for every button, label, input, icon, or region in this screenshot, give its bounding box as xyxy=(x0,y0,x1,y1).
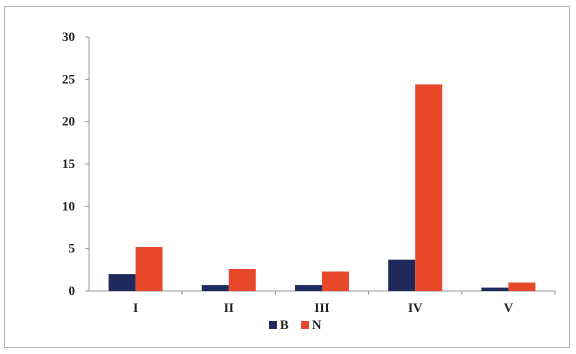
y-tick-label: 5 xyxy=(69,241,76,256)
y-tick-label: 0 xyxy=(69,283,76,298)
y-tick-label: 10 xyxy=(62,198,75,213)
x-tick-label: II xyxy=(224,300,234,315)
y-tick-label: 25 xyxy=(62,71,76,86)
x-axis-ticks: I II III IV V xyxy=(133,291,556,315)
bar-b-i xyxy=(108,274,136,291)
bar-n-iv xyxy=(415,84,443,291)
bar-b-ii xyxy=(201,285,229,291)
y-axis-ticks: 0 5 10 15 20 25 30 xyxy=(62,29,89,298)
bar-b-iii xyxy=(295,285,322,291)
legend-label-b: B xyxy=(280,317,289,332)
bar-b-v xyxy=(481,287,509,291)
legend-label-n: N xyxy=(312,317,322,332)
legend-swatch-n xyxy=(301,321,309,329)
y-tick-label: 15 xyxy=(62,156,76,171)
bar-n-ii xyxy=(228,268,256,291)
y-tick-label: 30 xyxy=(62,29,75,44)
y-tick-label: 20 xyxy=(62,114,75,129)
x-tick-label: IV xyxy=(408,300,423,315)
bar-n-iii xyxy=(322,271,349,291)
bars xyxy=(108,84,536,291)
bar-n-i xyxy=(135,246,163,291)
legend-swatch-b xyxy=(269,321,277,329)
x-tick-label: III xyxy=(314,300,329,315)
bar-n-v xyxy=(508,282,536,291)
x-tick-label: V xyxy=(504,300,514,315)
bar-b-iv xyxy=(388,259,416,291)
x-tick-label: I xyxy=(133,300,138,315)
